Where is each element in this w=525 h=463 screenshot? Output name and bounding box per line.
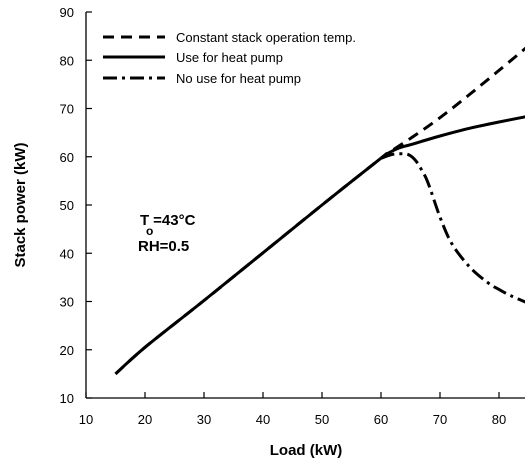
annotation-temp-subscript: o (146, 224, 153, 238)
y-tick-label: 30 (60, 295, 74, 310)
y-ticks: 10 20 30 40 50 60 70 80 90 (60, 5, 92, 406)
y-tick-label: 50 (60, 198, 74, 213)
y-tick-label: 40 (60, 246, 74, 261)
legend-item-constant: Constant stack operation temp. (103, 30, 356, 45)
y-tick-label: 20 (60, 343, 74, 358)
series-line-dash-dot (380, 152, 525, 304)
legend-label-no-heat-pump: No use for heat pump (176, 71, 301, 86)
legend-label-use-heat-pump: Use for heat pump (176, 50, 283, 65)
legend-item-no-heat-pump: No use for heat pump (103, 71, 301, 86)
legend-label-constant: Constant stack operation temp. (176, 30, 356, 45)
y-tick-label: 60 (60, 150, 74, 165)
y-tick-label: 10 (60, 391, 74, 406)
y-tick-label: 70 (60, 102, 74, 117)
y-tick-label: 90 (60, 5, 74, 20)
legend: Constant stack operation temp. Use for h… (103, 30, 356, 86)
y-axis-label: Stack power (kW) (12, 142, 29, 267)
series-line-solid (114, 115, 525, 376)
x-tick-label: 30 (197, 412, 211, 427)
condition-annotation: T =43°C o RH=0.5 (138, 212, 196, 255)
series-group (114, 46, 525, 376)
x-tick-label: 70 (433, 412, 447, 427)
y-tick-label: 80 (60, 53, 74, 68)
x-tick-label: 60 (374, 412, 388, 427)
x-tick-label: 80 (492, 412, 506, 427)
series-line-dashed (114, 46, 525, 376)
annotation-temp-symbol: T (140, 212, 149, 229)
annotation-temp-value: =43°C (153, 212, 195, 229)
x-ticks: 10 20 30 40 50 60 70 80 (79, 392, 506, 427)
annotation-humidity: RH=0.5 (138, 238, 189, 255)
legend-item-use-heat-pump: Use for heat pump (103, 50, 283, 65)
x-tick-label: 50 (315, 412, 329, 427)
x-tick-label: 10 (79, 412, 93, 427)
annotation-temperature: T =43°C (140, 212, 196, 229)
x-axis-label: Load (kW) (270, 442, 343, 459)
x-tick-label: 20 (138, 412, 152, 427)
x-tick-label: 40 (256, 412, 270, 427)
